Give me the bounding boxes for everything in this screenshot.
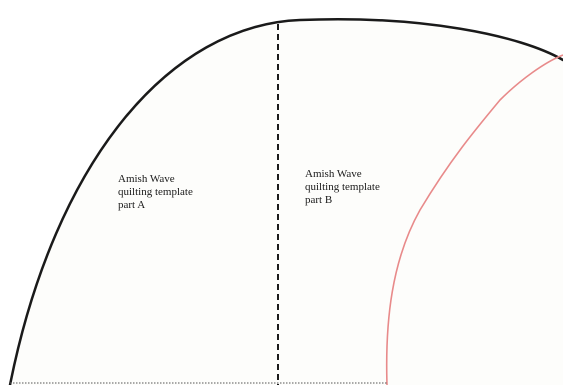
part-a-label-line: Amish Wave	[118, 173, 175, 185]
part-a-label-line: quilting template	[118, 186, 193, 198]
part-b-label-line: quilting template	[305, 181, 380, 193]
template-outer-arc	[8, 17, 563, 385]
part-b-label: Amish Wave quilting template part B	[305, 168, 380, 207]
template-paper-region	[10, 19, 563, 385]
template-inner-curve	[385, 54, 563, 385]
part-a-label: Amish Wave quilting template part A	[118, 173, 193, 212]
part-a-label-line: part A	[118, 199, 146, 211]
part-b-label-line: part B	[305, 194, 333, 206]
part-b-label-line: Amish Wave	[305, 168, 362, 180]
